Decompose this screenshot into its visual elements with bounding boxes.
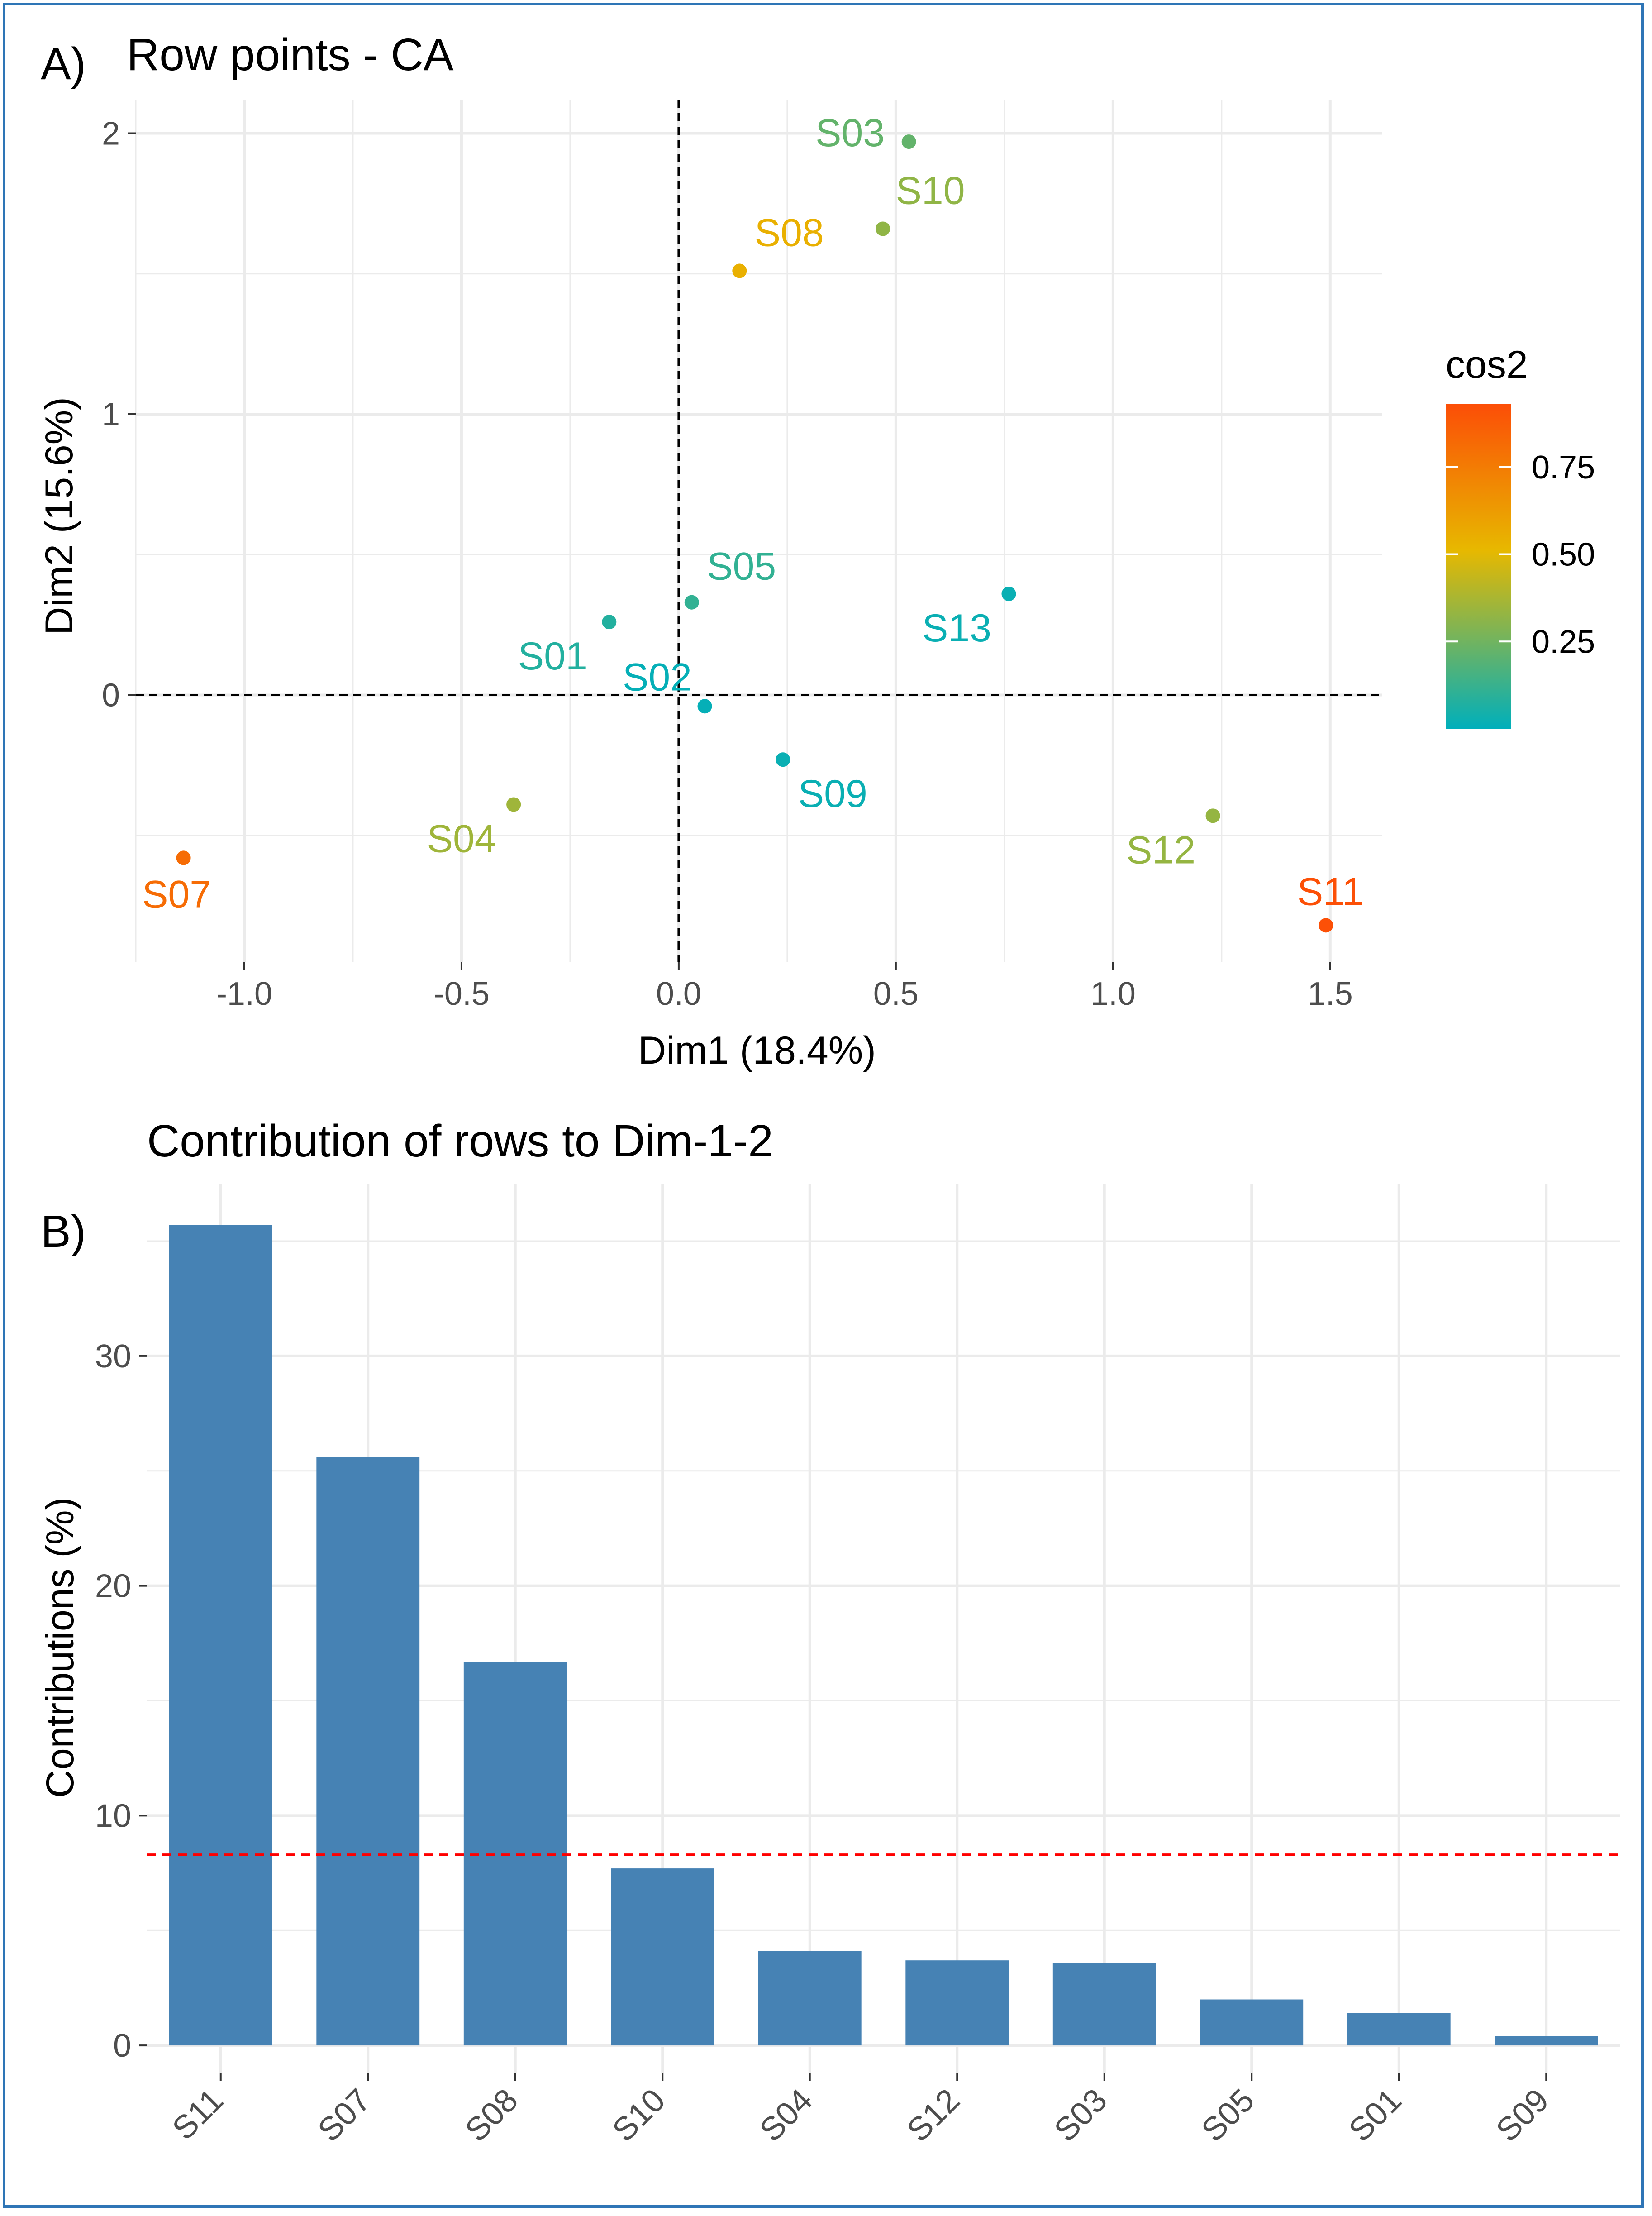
legend-title: cos2	[1446, 343, 1528, 387]
scatter-point-s02	[697, 699, 712, 714]
figure-frame	[3, 3, 1644, 2208]
scatter-y-tick-label: 0	[102, 678, 120, 714]
bar-s09	[1495, 2036, 1598, 2046]
scatter-point-label-s13: S13	[922, 607, 991, 650]
scatter-x-tick-label: 1.0	[1090, 976, 1136, 1012]
bar-s10	[611, 1868, 714, 2046]
bar-marks	[147, 1225, 1620, 2046]
bar-y-tick-label: 30	[95, 1338, 131, 1375]
scatter-point-label-s12: S12	[1126, 828, 1195, 872]
bar-x-tick-label-s11: S11	[166, 2082, 230, 2147]
bar-s07	[316, 1457, 420, 2046]
scatter-y-tick-label: 1	[102, 396, 120, 433]
legend-tick-label: 0.50	[1532, 537, 1595, 573]
bar-x-tick-label-s12: S12	[900, 2082, 966, 2149]
scatter-point-s10	[876, 221, 890, 236]
bar-s12	[905, 1960, 1009, 2046]
scatter-point-s12	[1205, 808, 1220, 823]
scatter-x-tick-label: 0.0	[656, 976, 701, 1012]
scatter-axes: -1.0 -0.5 0.0 0.5 1.0 1.5 0 1 2	[102, 100, 1382, 1012]
scatter-point-label-s07: S07	[142, 873, 211, 916]
bar-x-tick-label-s05: S05	[1195, 2082, 1261, 2149]
legend-tick-label: 0.25	[1532, 624, 1595, 660]
scatter-point-label-s10: S10	[896, 169, 965, 212]
bar-s01	[1347, 2013, 1451, 2046]
bar-s04	[758, 1951, 862, 2046]
scatter-point-label-s08: S08	[755, 211, 824, 255]
scatter-point-s13	[1001, 587, 1016, 602]
bar-title: Contribution of rows to Dim-1-2	[147, 1116, 773, 1166]
bar-s08	[463, 1662, 567, 2046]
bar-x-tick-label-s09: S09	[1489, 2082, 1556, 2149]
bar-y-axis-title: Contributions (%)	[38, 1497, 82, 1798]
scatter-x-axis-title: Dim1 (18.4%)	[638, 1029, 876, 1072]
panel-a-label: A)	[41, 38, 86, 89]
bar-x-tick-label-s04: S04	[753, 2082, 819, 2149]
bar-x-tick-label-s07: S07	[311, 2082, 377, 2149]
scatter-x-tick-label: 1.5	[1308, 976, 1353, 1012]
scatter-x-tick-label: -0.5	[433, 976, 490, 1012]
scatter-points: S03 S10 S08 S05 S13 S01 S02 S09 S04 S12 S07 S11	[142, 111, 1364, 933]
scatter-point-s01	[602, 615, 617, 630]
bar-s11	[169, 1225, 272, 2046]
bar-y-tick-label: 20	[95, 1568, 131, 1605]
bar-s03	[1052, 1963, 1156, 2046]
scatter-point-label-s04: S04	[427, 817, 496, 861]
bar-s05	[1200, 1999, 1304, 2046]
bar-x-tick-label-s10: S10	[605, 2082, 672, 2149]
bar-x-tick-label-s08: S08	[458, 2082, 525, 2149]
scatter-point-label-s11: S11	[1297, 870, 1364, 913]
scatter-point-s03	[901, 134, 916, 149]
scatter-title: Row points - CA	[127, 29, 454, 80]
scatter-point-s08	[732, 263, 747, 278]
scatter-point-s11	[1319, 918, 1333, 933]
bar-x-tick-label-s03: S03	[1047, 2082, 1114, 2149]
scatter-point-label-s02: S02	[623, 655, 692, 699]
legend-ticks: 0.25 0.50 0.75	[1446, 449, 1595, 660]
scatter-point-label-s09: S09	[798, 772, 867, 816]
bar-y-tick-label: 10	[95, 1798, 131, 1834]
legend-colorbar	[1446, 404, 1511, 729]
scatter-point-label-s03: S03	[815, 111, 885, 155]
scatter-y-axis-title: Dim2 (15.6%)	[38, 397, 81, 635]
scatter-point-s04	[506, 797, 521, 812]
scatter-x-tick-label: 0.5	[873, 976, 919, 1012]
scatter-point-s05	[684, 595, 699, 610]
scatter-x-tick-label: -1.0	[216, 976, 272, 1012]
legend-tick-label: 0.75	[1532, 449, 1595, 486]
scatter-point-label-s01: S01	[518, 635, 587, 678]
scatter-point-s07	[176, 850, 191, 865]
bar-y-tick-label: 0	[113, 2028, 131, 2064]
scatter-point-label-s05: S05	[707, 545, 776, 588]
cos2-legend: cos2 0.25 0.50 0.75	[1446, 343, 1595, 729]
scatter-point-s09	[776, 752, 790, 767]
bar-x-tick-label-s01: S01	[1342, 2082, 1409, 2149]
scatter-y-tick-label: 2	[102, 115, 120, 152]
panel-b-label: B)	[41, 1206, 86, 1257]
